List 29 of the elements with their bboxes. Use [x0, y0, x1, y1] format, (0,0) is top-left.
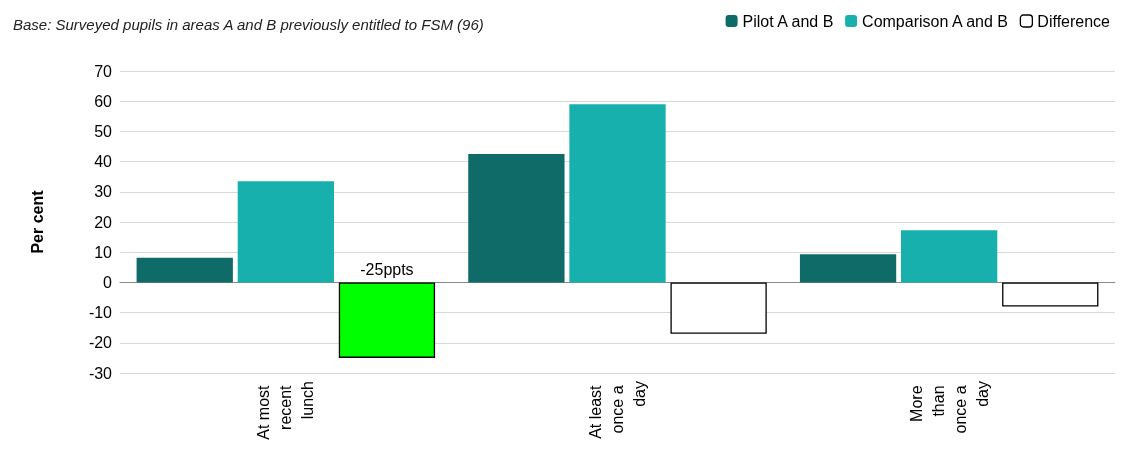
y-tick-label: 50 [94, 122, 113, 140]
bar [237, 181, 334, 283]
bar [468, 154, 565, 283]
x-tick-label: More than once a day [907, 381, 991, 434]
bar [338, 282, 436, 358]
x-tick-label: At most recent lunch [255, 381, 317, 440]
y-tick-label: 0 [103, 273, 113, 291]
bar [799, 254, 897, 283]
y-tick-label: 70 [94, 62, 113, 80]
legend-label: Pilot A and B [742, 12, 834, 30]
data-label: -25ppts [360, 260, 414, 278]
legend-label: Difference [1037, 12, 1111, 30]
y-axis-title: Per cent [28, 189, 46, 254]
bar [569, 104, 666, 283]
y-tick-label: 60 [94, 92, 113, 110]
y-tick-label: 10 [94, 243, 113, 261]
bar [1002, 282, 1099, 307]
y-tick-label: -20 [88, 334, 113, 352]
bar [136, 257, 233, 283]
y-tick-label: 20 [94, 213, 113, 231]
y-tick-label: 40 [94, 153, 113, 171]
bar [670, 282, 767, 334]
y-tick-label: -30 [88, 364, 113, 382]
chart-subtitle: Base: Surveyed pupils in areas A and B previously entitled to FSM (96) [13, 16, 484, 33]
bar [901, 230, 998, 283]
y-tick-label: 30 [94, 183, 113, 201]
y-tick-label: -10 [88, 304, 113, 322]
legend-label: Comparison A and B [862, 12, 1008, 30]
x-tick-label: At least once a day [587, 381, 648, 439]
